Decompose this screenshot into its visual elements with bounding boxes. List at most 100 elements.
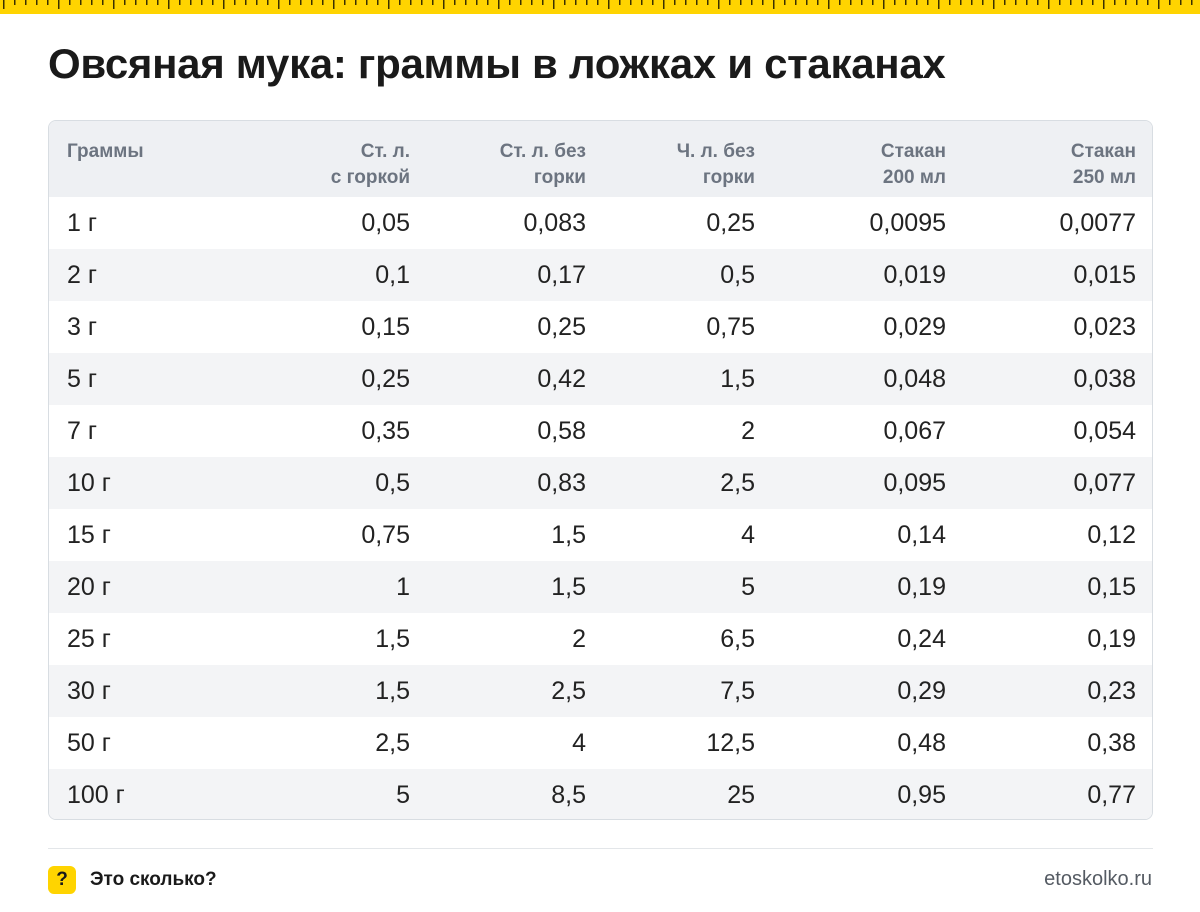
ruler-tick [179, 0, 181, 5]
ruler-tick [751, 0, 753, 5]
ruler-tick [146, 0, 148, 5]
cell-cup-200: 0,48 [897, 728, 946, 757]
ruler-tick [1169, 0, 1171, 5]
ruler-tick [1180, 0, 1182, 5]
cell-tsp-level: 2 [741, 416, 755, 445]
ruler-tick [630, 0, 632, 5]
ruler-tick [465, 0, 467, 5]
cell-cup-250: 0,038 [1073, 364, 1136, 393]
ruler-tick [355, 0, 357, 5]
ruler-tick [905, 0, 907, 5]
ruler-tick [432, 0, 434, 5]
ruler-tick [916, 0, 918, 5]
ruler-strip [0, 0, 1200, 14]
table-row: 5 г 0,25 0,42 1,5 0,048 0,038 [49, 353, 1152, 405]
ruler-tick [707, 0, 709, 5]
cell-grams: 3 г [67, 312, 97, 341]
cell-tbsp-level: 0,83 [537, 468, 586, 497]
cell-tsp-level: 6,5 [720, 624, 755, 653]
cell-grams: 30 г [67, 676, 111, 705]
cell-tbsp-heaped: 0,75 [361, 520, 410, 549]
cell-cup-200: 0,19 [897, 572, 946, 601]
cell-tbsp-level: 0,17 [537, 260, 586, 289]
table-row: 15 г 0,75 1,5 4 0,14 0,12 [49, 509, 1152, 561]
cell-cup-250: 0,23 [1087, 676, 1136, 705]
ruler-tick [1037, 0, 1039, 5]
header-tsp-level: Ч. л. без горки [676, 141, 755, 188]
cell-grams: 20 г [67, 572, 111, 601]
ruler-tick [1147, 0, 1149, 5]
ruler-ticks [3, 0, 1193, 9]
table-row: 50 г 2,5 4 12,5 0,48 0,38 [49, 717, 1152, 769]
page-title: Овсяная мука: граммы в ложках и стаканах [48, 40, 946, 87]
cell-cup-250: 0,054 [1073, 416, 1136, 445]
cell-tbsp-level: 0,42 [537, 364, 586, 393]
ruler-tick [850, 0, 852, 5]
ruler-tick [1136, 0, 1138, 5]
ruler-tick [69, 0, 71, 5]
ruler-tick [828, 0, 830, 9]
cell-tbsp-heaped: 0,05 [361, 208, 410, 237]
cell-grams: 5 г [67, 364, 97, 393]
brand-name: Это сколько? [90, 869, 217, 890]
cell-cup-250: 0,12 [1087, 520, 1136, 549]
cell-cup-200: 0,095 [883, 468, 946, 497]
ruler-tick [520, 0, 522, 5]
ruler-tick [608, 0, 610, 9]
header-tbsp-level: Ст. л. без горки [499, 141, 586, 188]
header-cup-200: Стакан 200 мл [880, 141, 946, 188]
ruler-tick [509, 0, 511, 5]
table-row: 100 г 5 8,5 25 0,95 0,77 [49, 769, 1152, 819]
ruler-tick [938, 0, 940, 9]
cell-cup-250: 0,015 [1073, 260, 1136, 289]
ruler-tick [487, 0, 489, 5]
ruler-tick [212, 0, 214, 5]
cell-tbsp-level: 4 [572, 728, 586, 757]
ruler-tick [784, 0, 786, 5]
cell-tbsp-heaped: 1 [396, 572, 410, 601]
ruler-tick [894, 0, 896, 5]
ruler-tick [564, 0, 566, 5]
ruler-tick [718, 0, 720, 9]
ruler-tick [58, 0, 60, 9]
ruler-tick [157, 0, 159, 5]
ruler-tick [322, 0, 324, 5]
table-row: 1 г 0,05 0,083 0,25 0,0095 0,0077 [49, 197, 1152, 249]
ruler-tick [498, 0, 500, 9]
ruler-tick [454, 0, 456, 5]
cell-cup-250: 0,077 [1073, 468, 1136, 497]
cell-tsp-level: 25 [727, 780, 755, 809]
ruler-tick [1158, 0, 1160, 9]
header-grams: Граммы [67, 141, 144, 162]
ruler-tick [278, 0, 280, 9]
site-url[interactable]: etoskolko.ru [1044, 868, 1152, 890]
ruler-tick [91, 0, 93, 5]
cell-tbsp-heaped: 0,5 [375, 468, 410, 497]
ruler-tick [135, 0, 137, 5]
ruler-tick [36, 0, 38, 5]
cell-tsp-level: 0,75 [706, 312, 755, 341]
ruler-tick [1081, 0, 1083, 5]
cell-tbsp-heaped: 0,1 [375, 260, 410, 289]
ruler-tick [168, 0, 170, 9]
cell-cup-250: 0,023 [1073, 312, 1136, 341]
ruler-tick [234, 0, 236, 5]
cell-grams: 100 г [67, 780, 125, 809]
ruler-tick [729, 0, 731, 5]
ruler-tick [113, 0, 115, 9]
table-body: 1 г 0,05 0,083 0,25 0,0095 0,0077 2 г 0,1 0,17 0,… [49, 197, 1152, 819]
ruler-tick [410, 0, 412, 5]
ruler-tick [1048, 0, 1050, 9]
ruler-tick [300, 0, 302, 5]
cell-grams: 50 г [67, 728, 111, 757]
footer-divider [48, 848, 1153, 849]
ruler-tick [619, 0, 621, 5]
cell-cup-200: 0,067 [883, 416, 946, 445]
cell-tsp-level: 5 [741, 572, 755, 601]
ruler-tick [795, 0, 797, 5]
cell-tbsp-heaped: 1,5 [375, 624, 410, 653]
ruler-tick [1070, 0, 1072, 5]
cell-tsp-level: 12,5 [706, 728, 755, 757]
cell-cup-250: 0,15 [1087, 572, 1136, 601]
cell-cup-200: 0,24 [897, 624, 946, 653]
